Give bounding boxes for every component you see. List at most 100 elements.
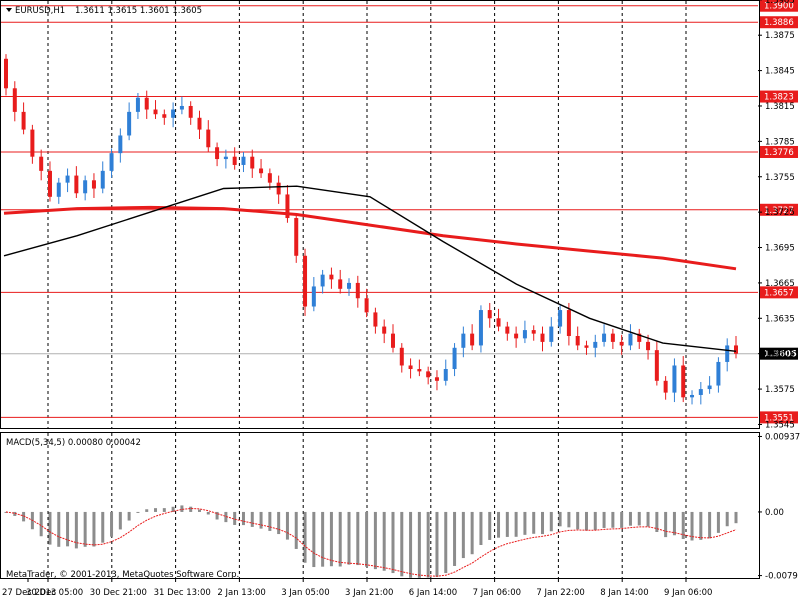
macd-bar — [655, 511, 659, 533]
macd-bar — [66, 511, 70, 547]
time-label: 2 Jan 13:00 — [217, 588, 265, 598]
macd-bar — [329, 511, 333, 567]
candle-body — [522, 330, 527, 339]
level-price-tag — [760, 90, 798, 103]
price-tick-label: 1.3905 — [765, 0, 795, 6]
level-price-label: 1.3727 — [764, 206, 794, 216]
level-price-tag — [760, 145, 798, 158]
macd-bar — [417, 511, 421, 578]
macd-bar — [197, 509, 201, 512]
macd-bar — [637, 511, 641, 526]
macd-bar — [92, 511, 96, 547]
price-panel-frame — [0, 0, 760, 429]
macd-bar — [13, 511, 17, 516]
macd-bar — [136, 511, 140, 513]
candle-body — [637, 333, 642, 342]
macd-bar — [224, 511, 228, 523]
candle-body — [135, 97, 140, 112]
candle-body — [338, 279, 343, 289]
candle-body — [118, 135, 123, 154]
macd-bar — [576, 511, 580, 530]
macd-bar — [620, 511, 624, 528]
candle-body — [74, 175, 79, 194]
macd-bar — [593, 511, 597, 531]
candle-body — [593, 341, 598, 348]
candle-body — [65, 175, 70, 183]
time-label: 31 Dec 13:00 — [154, 588, 211, 598]
macd-bar — [558, 511, 562, 527]
macd-bar — [725, 511, 729, 527]
macd-indicator — [4, 505, 738, 578]
macd-bar — [215, 511, 219, 520]
symbol-title: EURUSD,H1 — [15, 6, 65, 16]
candle-body — [56, 182, 61, 197]
candle-body — [461, 333, 466, 348]
candle-body — [250, 156, 255, 169]
level-price-label: 1.3657 — [764, 288, 794, 298]
macd-bar — [664, 511, 668, 538]
macd-bar — [453, 511, 457, 566]
macd-bar — [611, 511, 615, 528]
price-tick-label: 1.3545 — [765, 420, 795, 430]
candle-body — [399, 347, 404, 366]
macd-bar — [646, 511, 650, 527]
candlesticks — [4, 54, 738, 405]
price-tick-label: 1.3755 — [765, 173, 795, 183]
time-label: 7 Jan 06:00 — [473, 588, 521, 598]
macd-bar — [672, 511, 676, 536]
time-label: 9 Jan 06:00 — [664, 588, 712, 598]
time-label: 3 Jan 21:00 — [345, 588, 393, 598]
candle-body — [426, 371, 431, 378]
candle-body — [566, 310, 571, 336]
chevron-down-icon[interactable] — [6, 8, 12, 12]
candle-body — [672, 365, 677, 393]
candle-body — [707, 385, 712, 390]
candle-body — [575, 335, 580, 346]
price-tick-label: 1.3815 — [765, 102, 795, 112]
candle-body — [276, 182, 281, 195]
candle-body — [197, 117, 202, 130]
candle-body — [417, 369, 422, 372]
candle-body — [21, 111, 26, 130]
macd-bar — [118, 511, 122, 530]
macd-bar — [514, 511, 518, 537]
macd-bar — [312, 511, 316, 568]
candle-body — [505, 326, 510, 334]
macd-bar — [549, 511, 553, 532]
candle-body — [628, 333, 633, 346]
level-price-label: 1.3823 — [764, 93, 794, 103]
level-price-tag — [760, 286, 798, 299]
macd-bar — [541, 511, 545, 535]
ma-fast-line — [3, 185, 737, 352]
candle-body — [267, 173, 272, 183]
macd-bar — [488, 511, 492, 540]
macd-bar — [681, 511, 685, 540]
candle-body — [716, 361, 721, 386]
macd-bar — [321, 511, 325, 567]
grid-layer — [47, 1, 687, 578]
candle-body — [12, 88, 17, 112]
macd-bar — [505, 511, 509, 537]
candle-body — [355, 282, 360, 299]
macd-bar — [602, 511, 606, 528]
candle-body — [443, 369, 448, 381]
macd-bar — [127, 511, 131, 521]
time-label: 6 Jan 14:00 — [409, 588, 457, 598]
candle-body — [663, 380, 668, 393]
candle-body — [646, 341, 651, 351]
macd-bar — [180, 505, 184, 512]
horizontal-levels: 1.3900 1.3886 1.3823 1.3776 1.3727 1.3657 1.35… — [1, 0, 798, 424]
macd-bar — [479, 511, 483, 545]
candle-body — [285, 194, 290, 219]
macd-bar — [708, 511, 712, 539]
macd-bar — [268, 511, 272, 531]
chart-header: EURUSD,H1 1.3611 1.3615 1.3601 1.3605 — [6, 6, 202, 16]
candle-body — [320, 274, 325, 287]
macd-bar — [57, 511, 61, 547]
candle-body — [654, 350, 659, 381]
macd-bar — [628, 511, 632, 526]
macd-bar — [470, 511, 474, 555]
macd-bar — [241, 511, 245, 526]
